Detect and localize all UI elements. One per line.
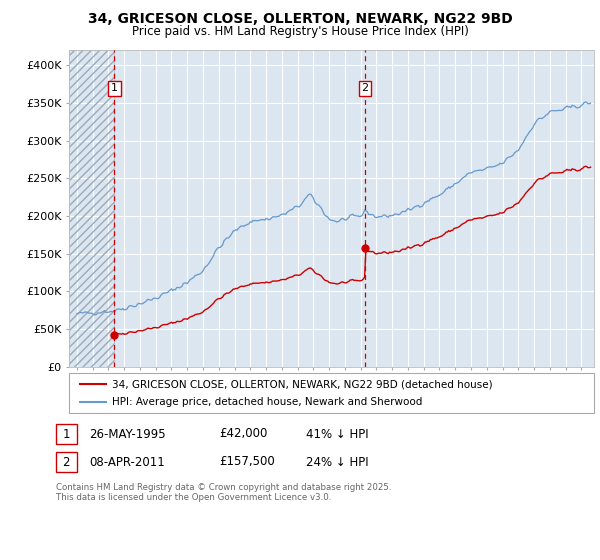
Text: 1: 1 <box>62 427 70 441</box>
Text: 26-MAY-1995: 26-MAY-1995 <box>89 427 166 441</box>
Text: Price paid vs. HM Land Registry's House Price Index (HPI): Price paid vs. HM Land Registry's House … <box>131 25 469 38</box>
Text: HPI: Average price, detached house, Newark and Sherwood: HPI: Average price, detached house, Newa… <box>112 397 422 407</box>
Text: 2: 2 <box>62 455 70 469</box>
Text: 34, GRICESON CLOSE, OLLERTON, NEWARK, NG22 9BD: 34, GRICESON CLOSE, OLLERTON, NEWARK, NG… <box>88 12 512 26</box>
Text: 2: 2 <box>361 83 368 94</box>
Text: 24% ↓ HPI: 24% ↓ HPI <box>306 455 368 469</box>
Text: Contains HM Land Registry data © Crown copyright and database right 2025.
This d: Contains HM Land Registry data © Crown c… <box>56 483 391 502</box>
Text: £157,500: £157,500 <box>219 455 275 469</box>
Bar <box>69 50 115 367</box>
Text: £42,000: £42,000 <box>219 427 268 441</box>
Text: 1: 1 <box>111 83 118 94</box>
Text: 34, GRICESON CLOSE, OLLERTON, NEWARK, NG22 9BD (detached house): 34, GRICESON CLOSE, OLLERTON, NEWARK, NG… <box>112 379 493 389</box>
Text: 41% ↓ HPI: 41% ↓ HPI <box>306 427 368 441</box>
Text: 08-APR-2011: 08-APR-2011 <box>89 455 164 469</box>
